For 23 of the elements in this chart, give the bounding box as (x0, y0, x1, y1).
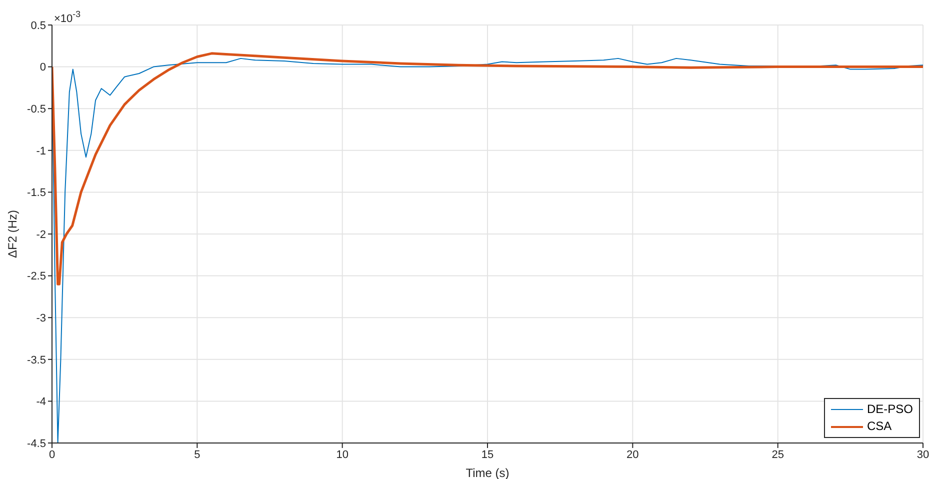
x-tick-label: 0 (48, 448, 56, 461)
y-tick-label: -3 (36, 312, 46, 325)
annotation: ×10$^{-3}$ (54, 9, 81, 25)
legend-label: DE-PSO (866, 401, 913, 418)
x-tick-label: 25 (772, 448, 784, 461)
y-tick-label: -1 (36, 145, 46, 158)
x-tick-label: 10 (336, 448, 348, 461)
legend-label: CSA (866, 418, 892, 435)
x-tick-label: 30 (916, 448, 929, 461)
y-tick-label: 0.5 (30, 20, 46, 32)
x-tick-label: 20 (626, 448, 639, 461)
line-series (52, 52, 923, 286)
y-tick-label: -3.5 (27, 354, 46, 366)
y-tick-label: -0.5 (27, 104, 46, 116)
y-tick-label: 0 (40, 62, 46, 74)
y-tick-label: -4 (36, 396, 46, 408)
y-tick-label: -4.5 (27, 438, 46, 450)
x-tick-label: 5 (194, 448, 200, 461)
y-tick-label: -1.5 (27, 187, 46, 200)
x-tick-label: 15 (481, 448, 494, 461)
y-tick-label: -2.5 (27, 270, 46, 283)
y-axis-title: ΔF2 (Hz) (5, 210, 20, 258)
y-tick-label: -2 (36, 228, 46, 241)
